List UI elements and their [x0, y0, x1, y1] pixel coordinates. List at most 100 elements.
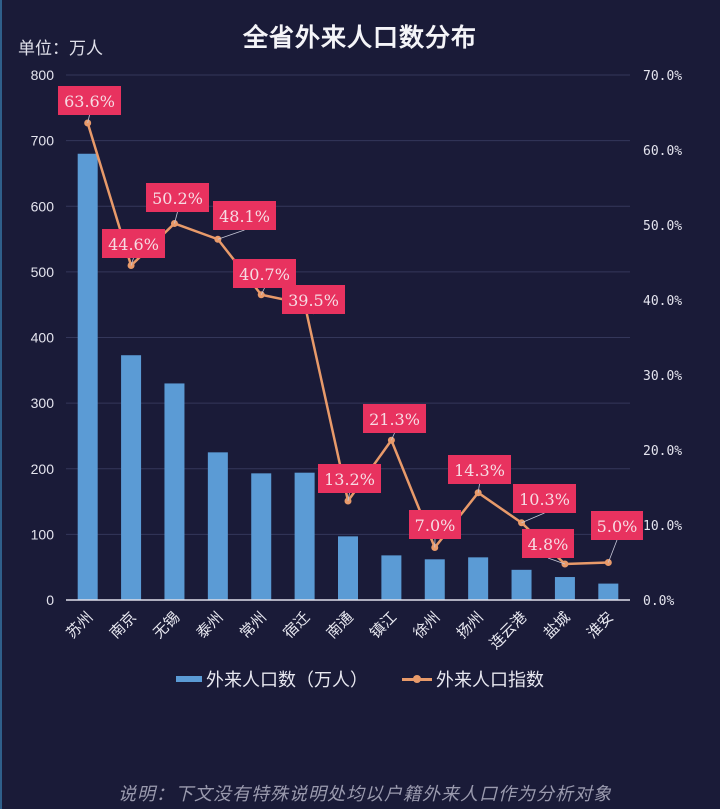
data-label: 44.6% [102, 229, 165, 266]
y2-tick-label: 30.0% [643, 369, 682, 384]
data-label: 39.5% [282, 285, 345, 315]
legend-item-bar[interactable]: 外来人口数（万人） [176, 666, 368, 692]
label-box [522, 529, 574, 558]
bar [294, 472, 315, 600]
label-text: 5.0% [597, 517, 638, 536]
leader-line [347, 492, 350, 502]
label-text: 7.0% [415, 516, 456, 535]
x-tick-label: 镇江 [366, 608, 400, 642]
label-text: 44.6% [108, 235, 159, 254]
bar-swatch-icon [176, 676, 202, 682]
bar [164, 383, 185, 600]
label-box [591, 511, 643, 540]
y-tick-label: 600 [31, 198, 55, 214]
label-box [363, 404, 426, 433]
data-label: 13.2% [318, 464, 381, 502]
y2-tick-label: 40.0% [643, 294, 682, 309]
unit-label: 单位：万人 [18, 39, 103, 59]
leader-line [607, 539, 618, 563]
legend-bar-label: 外来人口数（万人） [206, 670, 368, 691]
label-box [448, 455, 511, 484]
y-axis-left: 0 100 200 300 400 500 600 700 800 [31, 67, 55, 608]
x-tick-label: 南京 [106, 608, 140, 642]
x-tick-label: 无锡 [149, 608, 183, 642]
x-tick-label: 扬州 [453, 608, 487, 642]
label-text: 40.7% [239, 265, 290, 284]
bar [598, 583, 619, 600]
leader-line [521, 512, 545, 524]
y-tick-label: 400 [31, 330, 55, 346]
label-box [102, 229, 165, 258]
y-tick-label: 300 [31, 395, 55, 411]
leader-line [174, 211, 178, 224]
y-tick-label: 100 [31, 526, 55, 542]
y2-tick-label: 0.0% [643, 594, 674, 609]
footnote: 说明：下文没有特殊说明处均以户籍外来人口作为分析对象 [118, 784, 612, 805]
leader-line [260, 287, 265, 295]
x-tick-label: 南通 [323, 608, 357, 642]
bar [77, 153, 98, 600]
y-axis-right: 0.0% 10.0% 20.0% 30.0% 40.0% 50.0% 60.0% 70.0% [643, 69, 682, 609]
bar [511, 569, 532, 600]
y2-tick-label: 50.0% [643, 219, 682, 234]
label-box [318, 464, 381, 493]
bar-series [77, 153, 619, 600]
leader-line [391, 432, 395, 441]
bar [424, 559, 445, 600]
data-label: 10.3% [513, 484, 576, 524]
data-label: 50.2% [146, 183, 209, 224]
x-tick-label: 苏州 [63, 608, 97, 642]
bar [121, 355, 142, 600]
label-text: 13.2% [324, 470, 375, 489]
label-text: 14.3% [454, 461, 505, 480]
bar [468, 557, 489, 600]
y-tick-label: 200 [31, 461, 55, 477]
bar [554, 577, 575, 600]
bar [207, 452, 228, 600]
data-label: 7.0% [409, 510, 461, 548]
label-box [282, 285, 345, 314]
legend-item-line[interactable]: 外来人口指数 [402, 666, 544, 692]
data-labels: 63.6% 44.6% 50.2% 48.1% 40.7% 39.5% 13.2% 21.3%… [58, 86, 643, 565]
leader-line [547, 557, 566, 565]
label-box [513, 484, 576, 513]
label-text: 21.3% [369, 410, 420, 429]
leader-line [87, 114, 90, 124]
y2-tick-label: 20.0% [643, 444, 682, 459]
label-text: 39.5% [288, 291, 339, 310]
x-tick-label: 泰州 [193, 608, 227, 642]
chart-title: 全省外来人口数分布 [242, 23, 477, 52]
x-tick-label: 宿迁 [279, 608, 313, 642]
label-text: 10.3% [519, 490, 570, 509]
label-text: 48.1% [219, 207, 270, 226]
y-tick-label: 700 [31, 133, 55, 149]
data-label: 48.1% [213, 201, 276, 240]
y2-tick-label: 70.0% [643, 69, 682, 84]
label-box [58, 86, 121, 115]
y2-tick-label: 60.0% [643, 144, 682, 159]
y-tick-label: 500 [31, 264, 55, 280]
label-text: 50.2% [152, 189, 203, 208]
x-tick-label: 盐城 [540, 608, 574, 642]
x-tick-label: 淮安 [583, 608, 617, 642]
label-box [146, 183, 209, 212]
label-box [409, 510, 461, 539]
bar [251, 473, 272, 600]
label-text: 63.6% [64, 92, 115, 111]
y2-tick-label: 10.0% [643, 519, 682, 534]
x-tick-label: 徐州 [410, 608, 444, 642]
data-label: 63.6% [58, 86, 121, 124]
data-label: 40.7% [233, 259, 296, 295]
combo-chart: 0 100 200 300 400 500 600 700 800 0.0% 10.0% 20.0%… [31, 67, 683, 653]
leader-line [477, 483, 480, 493]
bar [381, 555, 402, 600]
line-marker-swatch-icon [402, 673, 432, 685]
y-tick-label: 800 [31, 67, 55, 83]
label-box [213, 201, 276, 230]
x-tick-label: 连云港 [486, 608, 531, 653]
x-tick-label: 常州 [236, 608, 270, 642]
data-label: 5.0% [591, 511, 643, 563]
bar [338, 536, 358, 600]
